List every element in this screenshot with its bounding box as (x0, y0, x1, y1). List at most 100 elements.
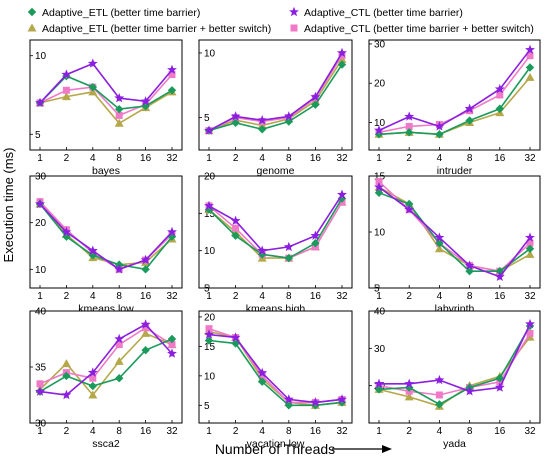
legend-marker-diamond (27, 7, 37, 17)
x-tick-label: 4 (437, 291, 443, 302)
x-tick-label: 4 (437, 153, 443, 164)
data-point (525, 72, 535, 81)
panel-bayes: 1 2 4 8 16 32 5 10 bayes (29, 39, 183, 177)
data-point (61, 389, 72, 400)
data-point (404, 204, 415, 214)
series-line (39, 203, 173, 271)
panel-title: bayes (92, 165, 120, 177)
data-point (258, 377, 267, 386)
data-point (89, 374, 97, 382)
x-tick-label: 2 (64, 153, 70, 164)
y-tick-label: 40 (374, 307, 386, 318)
data-point (404, 378, 415, 389)
x-tick-label: 32 (524, 426, 536, 437)
data-point (168, 341, 176, 349)
data-point (434, 374, 445, 385)
data-point (374, 378, 384, 389)
data-point (114, 264, 125, 274)
series-adaptive-ctl-better-time-barrier (204, 47, 347, 135)
data-point (167, 226, 177, 237)
x-tick-label: 32 (336, 426, 348, 437)
series-adaptive-ctl-better-time-barrier (374, 182, 535, 282)
y-tick-label: 10 (204, 48, 216, 59)
y-tick-label: 30 (35, 172, 47, 183)
series-line (208, 333, 343, 404)
data-point (87, 245, 98, 255)
y-tick-label: 5 (204, 113, 210, 124)
data-point (434, 244, 444, 253)
panel-ssca2: 1 2 4 8 16 32 30 35 40 ssca2 (29, 307, 183, 450)
x-tick-label: 4 (90, 153, 96, 164)
x-tick-label: 16 (494, 291, 506, 302)
data-point (525, 63, 535, 72)
y-tick-label: 5 (204, 284, 210, 295)
panel-frame (29, 310, 183, 424)
x-tick-label: 8 (116, 291, 122, 302)
x-tick-label: 32 (336, 291, 348, 302)
data-point (337, 394, 347, 404)
x-axis-arrow (332, 445, 392, 453)
series-adaptive-ctl-better-time-barrier (374, 318, 535, 396)
data-point (494, 271, 505, 282)
x-tick-label: 2 (233, 426, 239, 437)
panel-title: intruder (437, 165, 473, 177)
x-tick-label: 1 (206, 426, 212, 437)
chart-panels: 1 2 4 8 16 32 5 10 bayes 1 2 4 8 16 32 5 10 genome 1 2 4 8 16 3… (29, 39, 541, 450)
series-line (39, 338, 173, 393)
legend-label: Adaptive_CTL (better time barrier + bett… (304, 23, 534, 35)
data-point (375, 178, 383, 186)
x-tick-label: 2 (406, 153, 412, 164)
x-tick-label: 16 (310, 153, 322, 164)
data-point (141, 346, 150, 355)
y-tick-label: 10 (204, 371, 216, 382)
x-tick-label: 1 (376, 426, 382, 437)
y-tick-label: 5 (374, 284, 380, 295)
x-tick-label: 1 (206, 291, 212, 302)
series-adaptive-ctl-better-time-barrier (35, 198, 177, 274)
x-tick-label: 32 (166, 153, 178, 164)
data-point (230, 111, 241, 121)
data-point (140, 96, 151, 106)
y-tick-label: 40 (35, 307, 47, 318)
x-tick-label: 8 (467, 153, 473, 164)
y-tick-label: 35 (35, 363, 47, 374)
x-tick-label: 1 (376, 291, 382, 302)
legend-marker-star (289, 6, 299, 17)
series-line (379, 323, 531, 393)
series-line (39, 62, 173, 104)
x-tick-label: 4 (437, 426, 443, 437)
x-tick-label: 8 (286, 291, 292, 302)
data-point (405, 199, 414, 209)
series-line (39, 75, 173, 110)
data-point (526, 52, 534, 60)
x-tick-label: 32 (166, 291, 178, 302)
data-point (231, 231, 240, 240)
data-point (204, 205, 214, 214)
x-tick-label: 16 (140, 291, 152, 302)
panel-frame (198, 175, 353, 289)
x-tick-label: 4 (259, 291, 265, 302)
series-line (208, 194, 343, 252)
data-point (88, 381, 97, 391)
data-point (337, 47, 347, 58)
data-point (168, 71, 176, 79)
y-tick-label: 20 (204, 172, 216, 183)
series-adaptive-etl-better-time-barrier (35, 334, 177, 396)
panel-frame (198, 39, 353, 151)
panel-title: vacation low (247, 438, 305, 450)
data-point (435, 130, 444, 139)
x-tick-label: 4 (90, 426, 96, 437)
series-line (378, 186, 531, 278)
series-adaptive-etl-better-time-barrier (204, 194, 347, 263)
data-point (204, 200, 214, 211)
data-point (337, 60, 347, 69)
data-point (525, 44, 535, 55)
legend-marker-square (290, 24, 298, 32)
data-point (495, 104, 504, 113)
legend-item-1: Adaptive_ETL (better time barrier) (27, 7, 200, 19)
y-tick-label: 15 (204, 342, 216, 353)
y-axis-label: Execution time (ms) (1, 148, 16, 263)
panel-title: ssca2 (92, 438, 120, 450)
